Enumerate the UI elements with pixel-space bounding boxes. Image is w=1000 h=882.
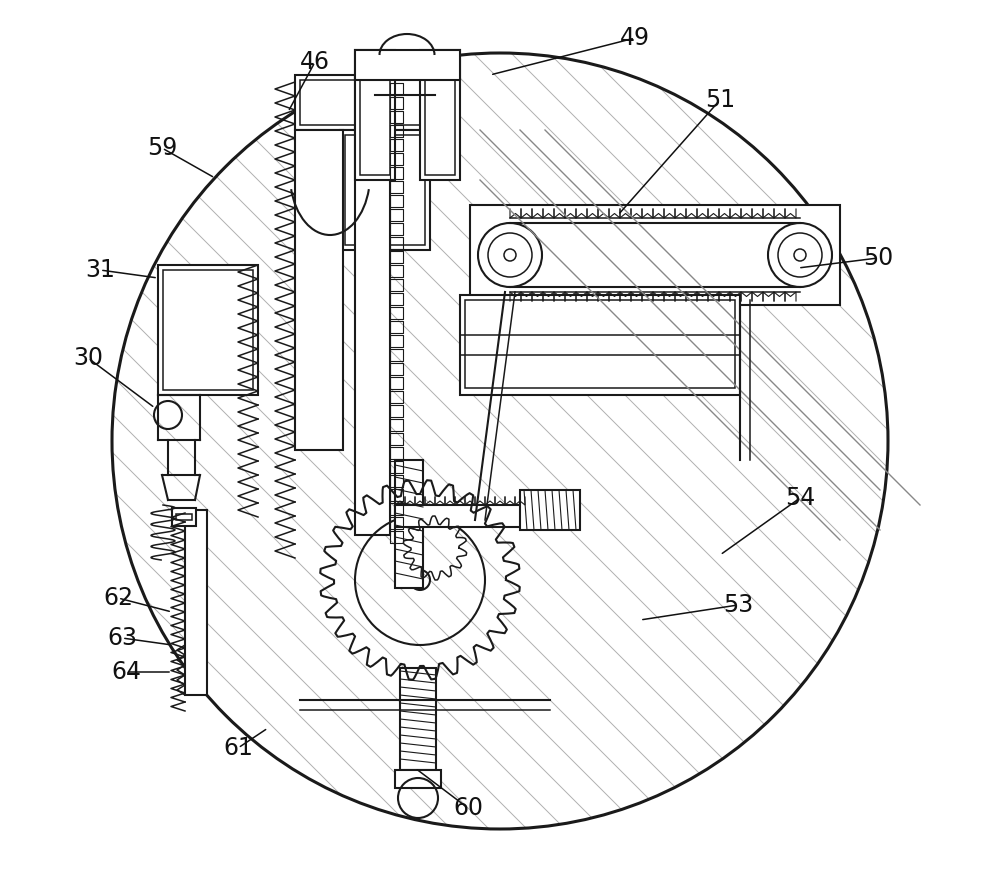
Text: 60: 60 — [453, 796, 483, 820]
Bar — [395, 460, 423, 588]
Bar — [460, 295, 740, 395]
Bar — [355, 50, 395, 180]
Bar — [355, 50, 460, 80]
Bar — [420, 50, 460, 180]
Bar — [465, 300, 735, 388]
Text: 62: 62 — [103, 586, 133, 610]
Text: 63: 63 — [107, 626, 137, 650]
Bar — [340, 130, 430, 250]
Text: 51: 51 — [705, 88, 735, 112]
Bar — [345, 135, 425, 245]
Text: 46: 46 — [300, 50, 330, 74]
Bar — [295, 75, 425, 130]
Bar — [360, 55, 390, 175]
Bar — [395, 505, 530, 527]
Bar — [163, 270, 253, 390]
Bar — [520, 490, 580, 530]
Text: 54: 54 — [785, 486, 815, 510]
Bar — [176, 514, 192, 520]
Bar — [158, 265, 258, 395]
Bar — [400, 668, 436, 770]
Bar — [395, 770, 441, 788]
Bar — [470, 205, 840, 305]
Text: 64: 64 — [111, 660, 141, 684]
Text: 30: 30 — [73, 346, 103, 370]
Text: 31: 31 — [85, 258, 115, 282]
Text: 53: 53 — [723, 593, 753, 617]
Bar — [300, 80, 420, 125]
Bar — [172, 508, 196, 526]
Bar — [295, 130, 343, 450]
Text: 50: 50 — [863, 246, 893, 270]
Bar — [425, 55, 455, 175]
Text: 59: 59 — [147, 136, 177, 160]
Text: 49: 49 — [620, 26, 650, 50]
Bar — [185, 510, 207, 695]
Bar — [355, 75, 390, 535]
Text: 61: 61 — [223, 736, 253, 760]
